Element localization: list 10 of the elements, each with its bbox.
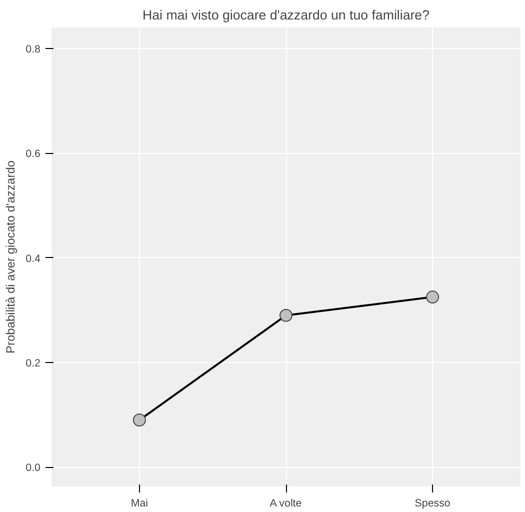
- y-tick-label: 0.8: [26, 43, 41, 56]
- y-tick-label: 0.4: [26, 252, 41, 265]
- y-axis-title: Probabilità di aver giocato d'azzardo: [4, 160, 18, 354]
- y-tick-label: 0.2: [26, 357, 41, 370]
- x-tick-label: A volte: [270, 498, 302, 510]
- chart-title: Hai mai visto giocare d'azzardo un tuo familiare?: [142, 8, 430, 22]
- y-tick-label: 0.6: [26, 148, 41, 160]
- x-tick-label: Mai: [130, 498, 148, 510]
- y-tick-label: 0.0: [26, 462, 41, 474]
- x-tick-label: Spesso: [414, 498, 450, 510]
